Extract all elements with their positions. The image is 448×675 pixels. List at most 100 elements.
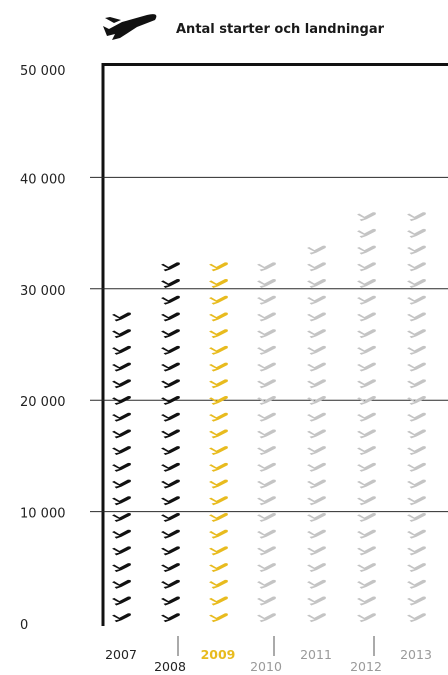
plane-mark xyxy=(257,279,276,288)
plane-mark xyxy=(209,613,228,623)
plane-mark xyxy=(407,379,426,389)
plane-mark xyxy=(257,429,276,439)
plane-mark xyxy=(209,345,228,355)
plane-mark xyxy=(257,379,276,389)
plane-mark xyxy=(357,329,376,339)
plane-mark xyxy=(161,579,180,589)
plane-mark xyxy=(257,262,276,272)
plane-mark xyxy=(161,512,180,522)
plane-mark xyxy=(357,312,376,322)
plane-mark xyxy=(307,613,326,623)
plane-mark xyxy=(407,429,426,439)
plane-mark xyxy=(209,479,228,489)
plane-mark xyxy=(257,512,276,522)
plane-mark xyxy=(161,496,180,506)
plane-mark xyxy=(307,379,326,389)
plane-mark xyxy=(407,563,426,573)
plane-mark xyxy=(161,262,180,272)
plane-mark xyxy=(407,228,426,238)
plane-mark xyxy=(407,279,426,288)
plane-mark xyxy=(357,512,376,522)
plane-mark xyxy=(161,446,180,456)
plane-mark xyxy=(209,462,228,472)
plane-mark xyxy=(112,546,131,556)
y-tick-label: 40 000 xyxy=(20,172,66,187)
plane-mark xyxy=(257,312,276,322)
plane-mark xyxy=(112,563,131,573)
plane-mark xyxy=(112,512,131,522)
plane-mark xyxy=(257,529,276,539)
bar-2010 xyxy=(257,262,276,623)
plane-mark xyxy=(407,312,426,322)
plane-mark xyxy=(357,462,376,472)
plane-mark xyxy=(357,596,376,606)
plane-mark xyxy=(161,479,180,489)
airplane-icon xyxy=(103,14,157,40)
plane-mark xyxy=(209,429,228,439)
plane-mark xyxy=(112,446,131,456)
plane-mark xyxy=(407,412,426,422)
bar-2011 xyxy=(307,245,326,623)
plane-mark xyxy=(112,379,131,389)
bar-stacks xyxy=(112,212,426,623)
plane-mark xyxy=(112,496,131,506)
plane-mark xyxy=(209,362,228,372)
plane-mark xyxy=(407,345,426,355)
plane-mark xyxy=(307,312,326,322)
plane-mark xyxy=(357,546,376,556)
plane-mark xyxy=(307,596,326,606)
plane-mark xyxy=(307,496,326,506)
x-tick-label: 2009 xyxy=(201,647,236,662)
bar-2013 xyxy=(407,212,426,623)
plane-mark xyxy=(161,312,180,322)
plane-mark xyxy=(112,596,131,606)
plane-mark xyxy=(161,345,180,355)
plane-mark xyxy=(407,613,426,623)
x-tick-label: 2010 xyxy=(250,659,282,674)
plane-mark xyxy=(209,579,228,589)
plane-mark xyxy=(209,546,228,556)
plane-mark xyxy=(209,596,228,606)
plane-mark xyxy=(357,362,376,372)
plane-mark xyxy=(307,362,326,372)
plane-mark xyxy=(357,496,376,506)
bar-2007 xyxy=(112,312,131,623)
plane-mark xyxy=(307,329,326,339)
plane-mark xyxy=(209,563,228,573)
plane-mark xyxy=(357,295,376,305)
legend: Antal starter och landningar xyxy=(103,14,385,40)
plane-mark xyxy=(357,429,376,439)
plane-mark xyxy=(357,479,376,489)
plane-mark xyxy=(209,496,228,506)
plane-mark xyxy=(112,312,131,322)
plane-mark xyxy=(407,212,426,222)
plane-mark xyxy=(112,362,131,372)
x-tick-label: 2012 xyxy=(350,659,382,674)
plane-mark xyxy=(307,479,326,489)
plane-mark xyxy=(209,312,228,322)
plane-mark xyxy=(307,546,326,556)
plane-mark xyxy=(257,563,276,573)
plane-mark xyxy=(407,596,426,606)
plane-mark xyxy=(209,529,228,539)
bar-2012 xyxy=(357,212,376,623)
plane-mark xyxy=(161,613,180,623)
plane-mark xyxy=(307,563,326,573)
plane-mark xyxy=(257,613,276,623)
y-tick-label: 20 000 xyxy=(20,395,66,410)
plane-mark xyxy=(407,329,426,339)
plane-mark xyxy=(357,446,376,456)
plane-mark xyxy=(209,295,228,305)
plane-mark xyxy=(407,579,426,589)
plane-mark xyxy=(257,579,276,589)
plane-mark xyxy=(307,279,326,288)
plane-mark xyxy=(257,479,276,489)
plane-mark xyxy=(257,295,276,305)
x-tick-label: 2007 xyxy=(105,647,137,662)
plane-mark xyxy=(407,245,426,255)
plane-mark xyxy=(357,212,376,222)
plane-mark xyxy=(161,412,180,422)
plane-mark xyxy=(257,546,276,556)
plane-mark xyxy=(407,462,426,472)
